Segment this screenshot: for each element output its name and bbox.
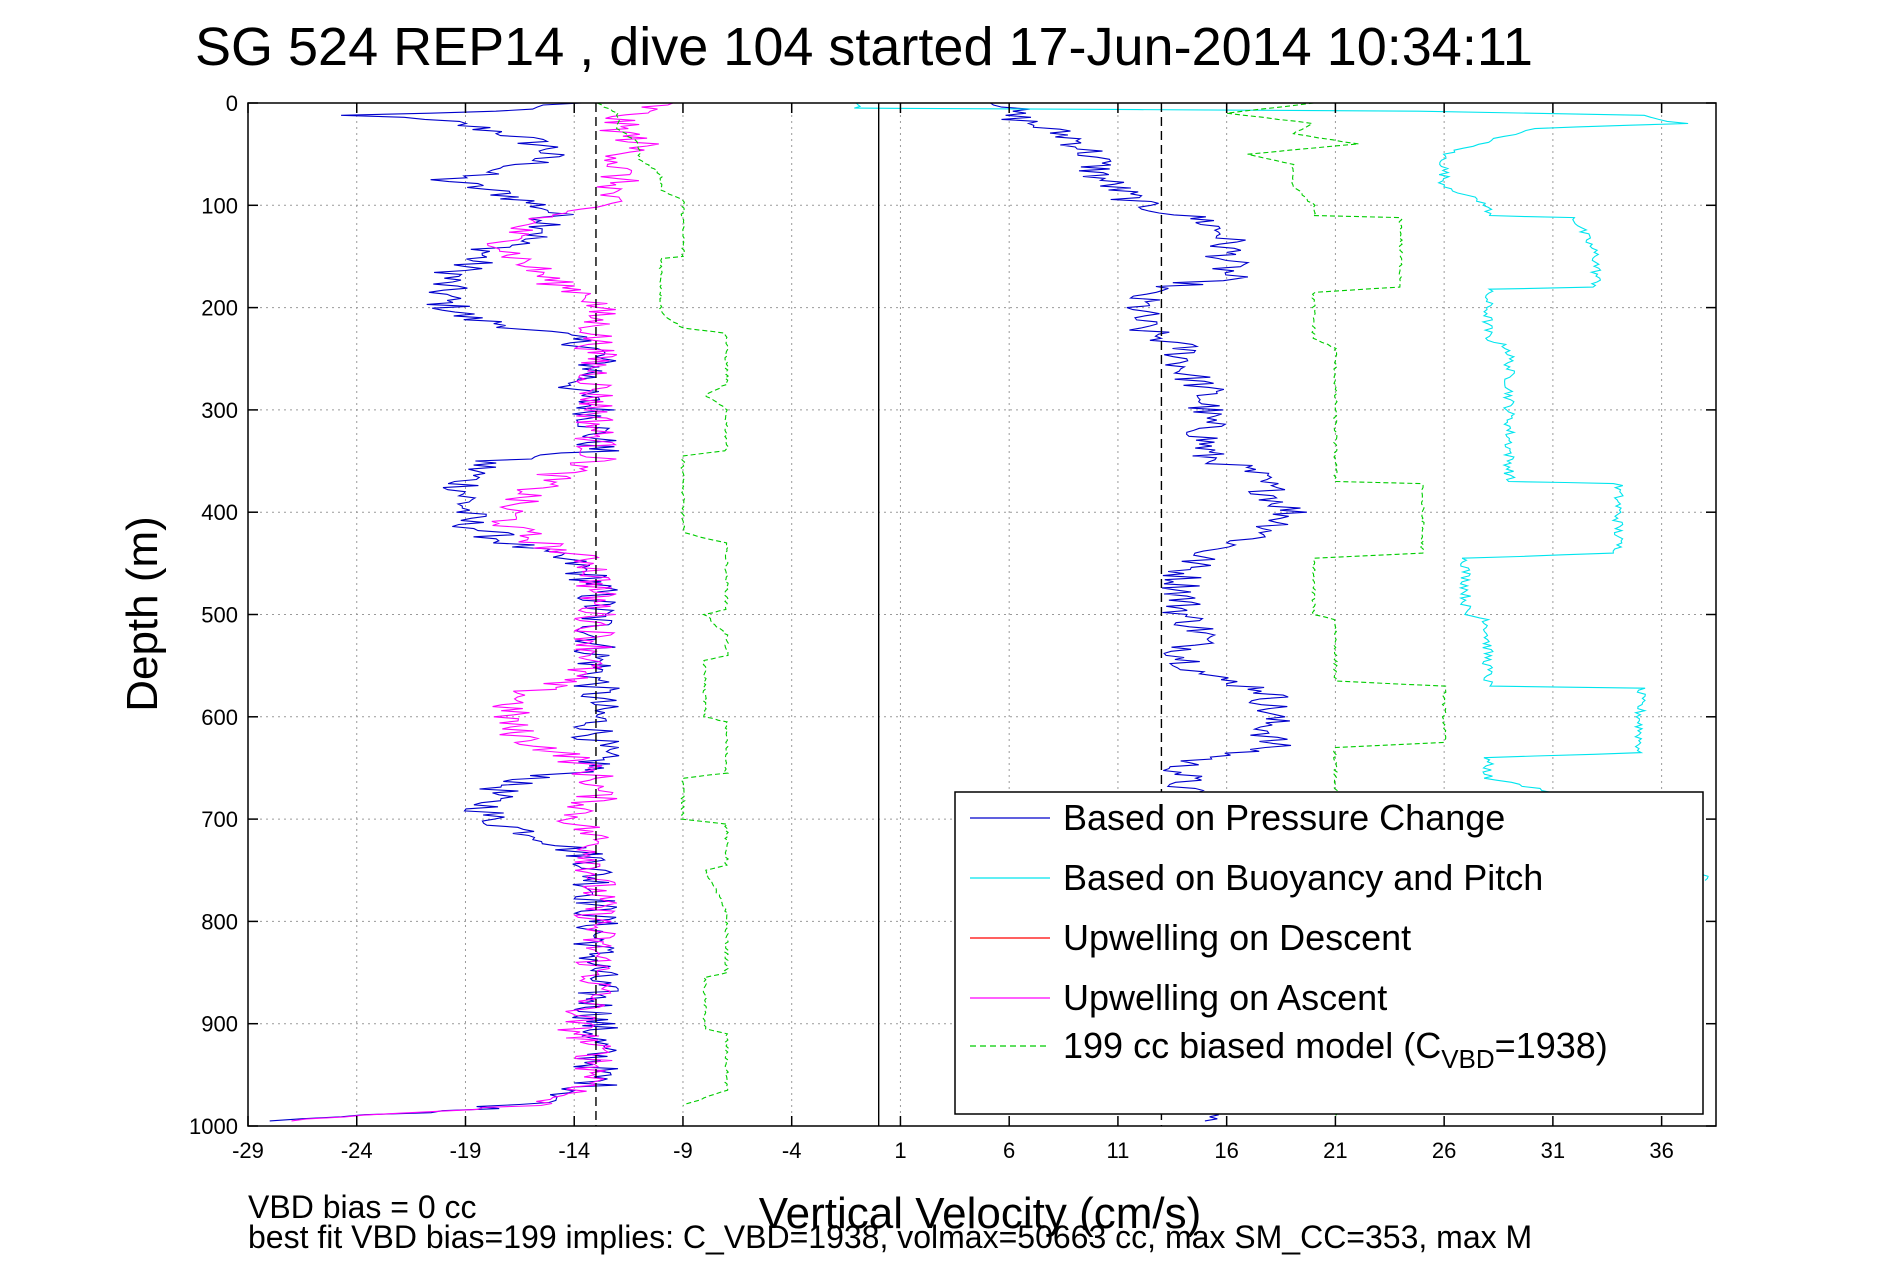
legend-label: Based on Buoyancy and Pitch [1063, 857, 1543, 898]
series-line-4 [596, 103, 730, 1106]
series-line-3 [291, 103, 674, 1122]
y-tick-label: 300 [201, 398, 238, 423]
x-tick-label: 36 [1649, 1138, 1673, 1163]
vbd-bias-note: VBD bias = 0 cc [248, 1189, 477, 1225]
legend-box [954, 791, 1704, 1115]
y-axis-ticks: 0 100 200 300 400 500 600 700 800 900 1000 [189, 91, 1716, 1139]
x-tick-label: 31 [1541, 1138, 1565, 1163]
legend-items: Based on Pressure Change Based on Buoyanc… [970, 797, 1608, 1074]
x-tick-label: 1 [894, 1138, 906, 1163]
x-tick-label: 21 [1323, 1138, 1347, 1163]
y-tick-label: 900 [201, 1012, 238, 1037]
y-tick-label: 800 [201, 909, 238, 934]
series-line-2 [854, 103, 1709, 881]
chart-title: SG 524 REP14 , dive 104 started 17-Jun-2… [195, 17, 1533, 77]
x-tick-label: 11 [1107, 1138, 1130, 1163]
y-tick-label: 200 [201, 296, 238, 321]
x-tick-label: 6 [1003, 1138, 1015, 1163]
x-tick-label: -9 [673, 1138, 693, 1163]
x-axis-ticks: -29 -24 -19 -14 -9 -4 1 6 11 16 21 26 31 36 [232, 103, 1674, 1163]
y-tick-label: 100 [201, 193, 238, 218]
y-tick-label: 500 [201, 603, 238, 628]
y-tick-label: 600 [201, 705, 238, 730]
x-tick-label: 16 [1214, 1138, 1238, 1163]
x-tick-label: 26 [1432, 1138, 1456, 1163]
x-tick-label: -14 [558, 1138, 590, 1163]
x-axis-label: Vertical Velocity (cm/s) [759, 1189, 1202, 1238]
x-tick-label: -24 [341, 1138, 373, 1163]
reference-lines [595, 103, 1163, 1126]
legend-label: 199 cc biased model (CVBD=1938) [1063, 1025, 1608, 1074]
x-tick-label: -19 [450, 1138, 482, 1163]
y-tick-label: 700 [201, 807, 238, 832]
best-fit-note: best fit VBD bias=199 implies: C_VBD=193… [248, 1219, 1532, 1255]
series-line-0 [269, 103, 620, 1122]
legend-label: Upwelling on Ascent [1063, 977, 1387, 1018]
y-axis-label: Depth (m) [118, 516, 167, 712]
legend: Based on Pressure Change Based on Buoyanc… [954, 791, 1704, 1115]
y-tick-label: 0 [226, 91, 238, 116]
y-tick-label: 1000 [189, 1114, 238, 1139]
x-tick-label: -29 [232, 1138, 264, 1163]
y-tick-label: 400 [201, 500, 238, 525]
x-tick-label: -4 [782, 1138, 802, 1163]
legend-label: Upwelling on Descent [1063, 917, 1411, 958]
legend-label: Based on Pressure Change [1063, 797, 1505, 838]
